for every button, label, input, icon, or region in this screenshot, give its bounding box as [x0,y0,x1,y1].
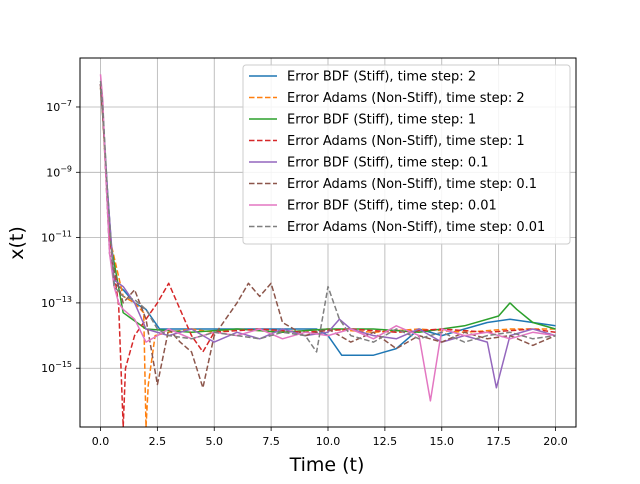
legend: Error BDF (Stiff), time step: 2 Error Ada… [242,64,571,245]
x-tick-label: 2.5 [149,435,167,448]
legend-frame [242,64,571,245]
y-tick-label: 10−7 [46,99,72,114]
legend-label: Error BDF (Stiff), time step: 1 [287,113,476,128]
legend-label: Error Adams (Non-Stiff), time step: 1 [287,134,525,149]
y-tick-label: 10−9 [46,164,72,179]
x-tick-label: 17.5 [486,435,511,448]
legend-label: Error Adams (Non-Stiff), time step: 0.1 [287,177,537,192]
x-tick-label: 5.0 [205,435,223,448]
x-tick-label: 12.5 [373,435,398,448]
series-line-2 [99,87,556,427]
series-lines [99,74,556,427]
x-tick-label: 10.0 [316,435,341,448]
legend-label: Error BDF (Stiff), time step: 2 [287,70,476,85]
x-axis-ticks: 0.0 2.5 5.0 7.5 10.0 12.5 15.0 17.5 20.0 [92,427,568,448]
y-tick-label: 10−11 [41,230,72,245]
legend-label: Error BDF (Stiff), time step: 0.01 [287,199,497,214]
x-tick-label: 7.5 [262,435,280,448]
series-line-8 [99,80,556,353]
x-tick-label: 0.0 [92,435,110,448]
x-tick-label: 20.0 [543,435,568,448]
y-tick-label: 10−13 [41,295,72,310]
legend-label: Error Adams (Non-Stiff), time step: 2 [287,91,525,106]
x-axis-label: Time (t) [289,454,365,476]
legend-label: Error BDF (Stiff), time step: 0.1 [287,156,489,171]
series-line-6 [99,84,556,389]
legend-label: Error Adams (Non-Stiff), time step: 0.01 [287,220,545,235]
x-tick-label: 15.0 [430,435,455,448]
series-line-4 [99,84,556,427]
series-line-7 [99,74,556,402]
y-axis-label: x(t) [6,226,28,260]
y-tick-label: 10−15 [41,360,72,375]
y-axis-ticks: 10−15 10−13 10−11 10−9 10−7 [41,99,80,375]
